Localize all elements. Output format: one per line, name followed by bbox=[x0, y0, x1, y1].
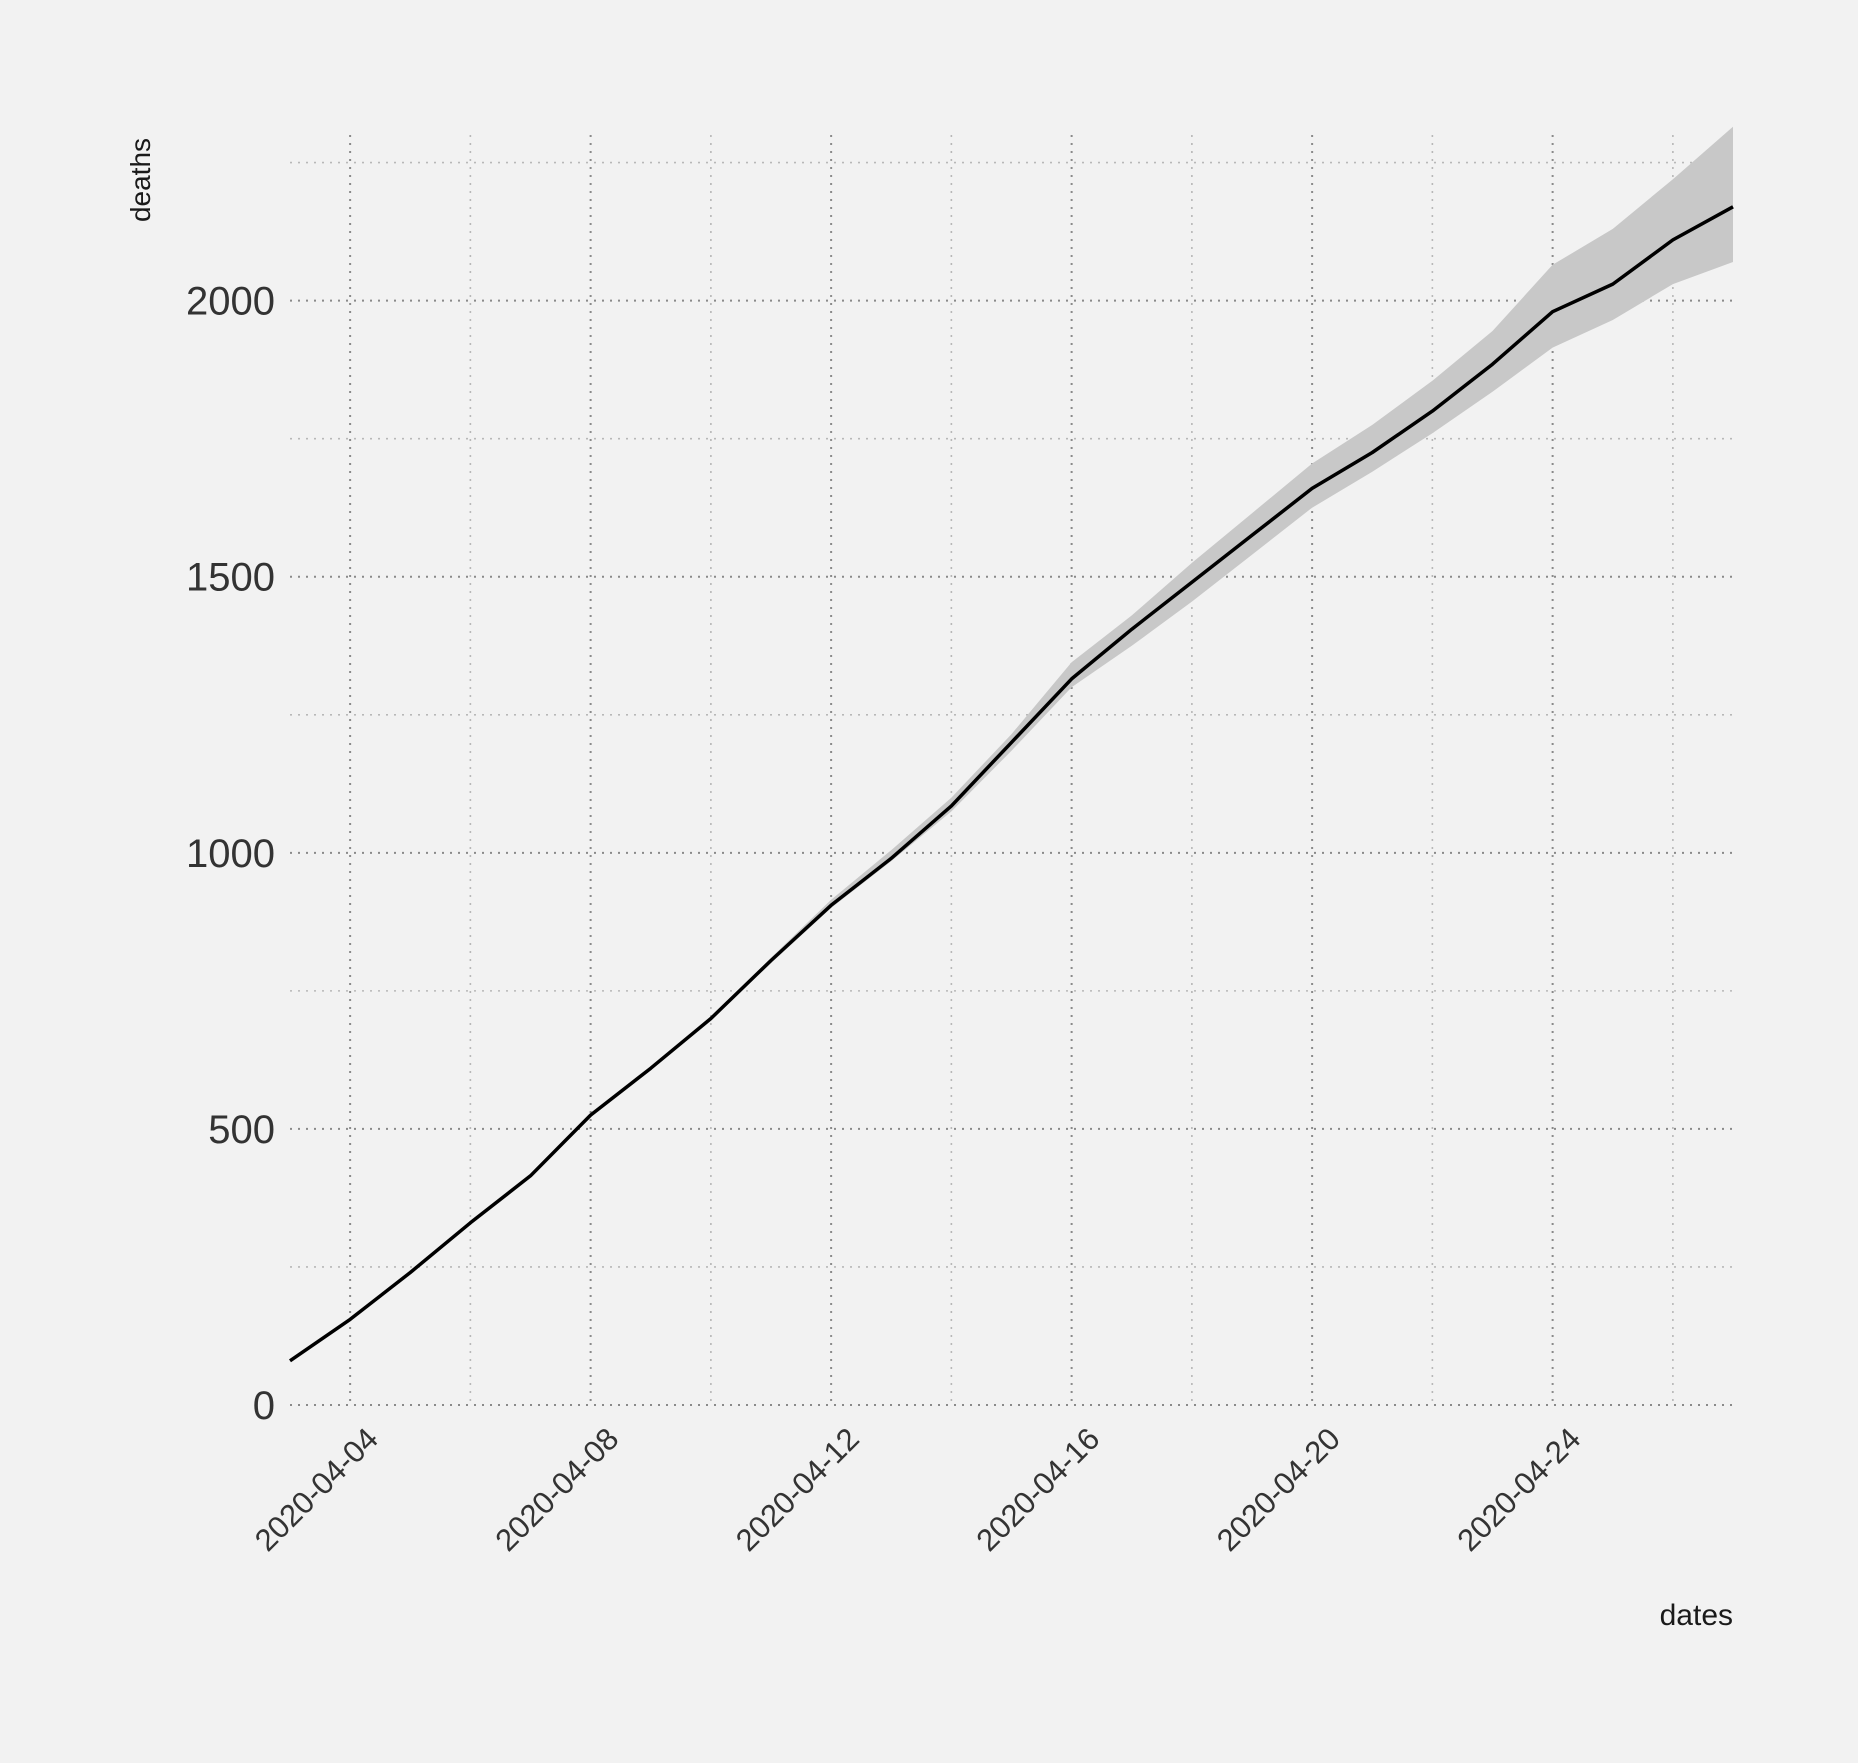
x-tick-label: 2020-04-16 bbox=[970, 1421, 1107, 1558]
y-tick-labels: 0 500 1000 1500 2000 bbox=[186, 280, 275, 1428]
y-tick-label: 1000 bbox=[186, 832, 275, 876]
x-axis-label: dates bbox=[1660, 1599, 1733, 1632]
y-tick-label: 1500 bbox=[186, 556, 275, 600]
y-tick-label: 500 bbox=[208, 1108, 275, 1152]
y-tick-label: 0 bbox=[253, 1384, 275, 1428]
x-tick-label: 2020-04-20 bbox=[1210, 1421, 1347, 1558]
grid-lines bbox=[290, 135, 1733, 1406]
x-tick-labels: 2020-04-04 2020-04-08 2020-04-12 2020-04-16… bbox=[248, 1421, 1587, 1558]
x-tick-label: 2020-04-08 bbox=[489, 1421, 626, 1558]
y-axis-label: deaths bbox=[125, 138, 156, 222]
x-tick-label: 2020-04-04 bbox=[248, 1421, 385, 1558]
x-tick-label: 2020-04-24 bbox=[1451, 1421, 1588, 1558]
x-tick-label: 2020-04-12 bbox=[729, 1421, 866, 1558]
y-tick-label: 2000 bbox=[186, 280, 275, 324]
deaths-series-line bbox=[289, 205, 1734, 1363]
series-line-layer bbox=[289, 205, 1734, 1363]
